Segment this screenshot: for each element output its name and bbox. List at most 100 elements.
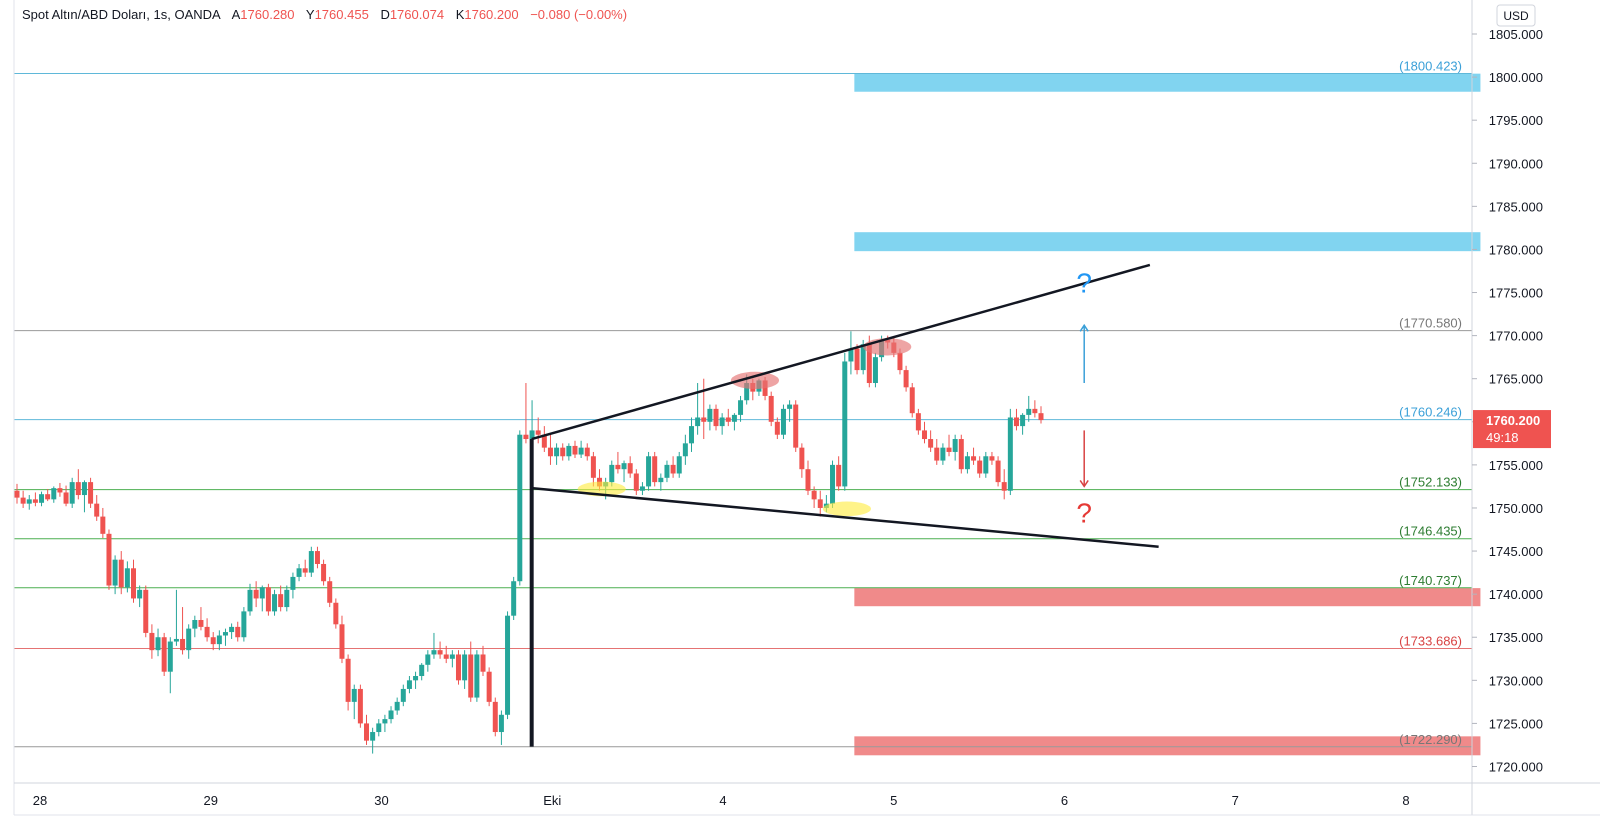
trendline-1: [531, 263, 1151, 441]
candle-83: [517, 430, 523, 586]
candle-body: [406, 680, 412, 689]
candle-103: [639, 482, 645, 496]
candle-body: [1007, 417, 1013, 491]
candle-body: [186, 628, 192, 651]
candle-102: [633, 469, 639, 496]
arrow-red: [1079, 430, 1089, 488]
level-label-8: (1722.290): [1399, 732, 1462, 747]
candle-151: [934, 439, 940, 465]
candle-body: [20, 497, 26, 504]
candle-body: [848, 348, 854, 362]
candle-body: [958, 439, 964, 470]
candle-114: [707, 404, 713, 431]
candle-body: [560, 447, 566, 457]
candle-3: [26, 495, 32, 510]
candle-56: [351, 684, 357, 720]
candle-body: [161, 637, 167, 672]
candle-70: [437, 641, 443, 659]
candle-67: [419, 663, 425, 681]
candle-body: [278, 594, 284, 608]
candle-body: [124, 568, 130, 588]
last-price-value: 1760.200: [1486, 413, 1540, 428]
time-tick-label: 29: [204, 793, 218, 808]
candle-body: [799, 447, 805, 470]
candle-24: [155, 628, 161, 657]
candle-body: [216, 635, 222, 645]
candle-91: [566, 443, 572, 461]
candle-body: [609, 464, 615, 483]
candle-55: [345, 654, 351, 711]
candle-12: [81, 480, 87, 513]
candle-137: [848, 331, 854, 375]
candle-138: [854, 344, 860, 375]
trendline-2: [531, 486, 1159, 548]
candle-body: [511, 581, 517, 616]
candle-37: [235, 621, 241, 642]
candle-30: [192, 615, 198, 638]
candle-157: [971, 447, 977, 465]
price-tick-label: 1750.000: [1489, 501, 1543, 516]
candle-79: [492, 697, 498, 737]
time-tick-label: 7: [1232, 793, 1239, 808]
candle-body: [149, 632, 155, 651]
candle-body: [744, 383, 750, 401]
candle-body: [707, 408, 713, 422]
candle-body: [682, 443, 688, 457]
candle-51: [321, 559, 327, 586]
candle-body: [1001, 482, 1007, 491]
candle-body: [173, 638, 179, 642]
candle-109: [676, 451, 682, 478]
candle-body: [192, 620, 198, 629]
candle-155: [958, 434, 964, 474]
candle-50: [314, 546, 320, 569]
candle-108: [670, 456, 676, 478]
candle-66: [413, 671, 419, 689]
candle-86: [535, 417, 541, 444]
time-tick-label: 4: [719, 793, 726, 808]
currency-box[interactable]: [1496, 4, 1536, 27]
candle-54: [339, 615, 345, 664]
candle-body: [88, 482, 94, 504]
candle-116: [719, 413, 725, 435]
price-tick-label: 1795.000: [1489, 113, 1543, 128]
candle-body: [1038, 413, 1044, 421]
candle-111: [688, 417, 694, 452]
candle-134: [830, 460, 836, 508]
candle-74: [462, 650, 468, 689]
zone-rect-red-4: [854, 736, 1481, 756]
candle-38: [241, 607, 247, 642]
candle-18: [118, 551, 124, 595]
zone-rect-blue-2: [854, 232, 1481, 252]
time-tick-label: Eki: [543, 793, 561, 808]
candle-body: [333, 602, 339, 625]
low-value: 1760.074: [389, 7, 445, 22]
candle-28: [180, 607, 186, 655]
candle-body: [811, 490, 817, 500]
currency-label[interactable]: USD: [1503, 9, 1529, 23]
candle-body: [431, 650, 437, 655]
candle-body: [768, 395, 774, 422]
candle-130: [805, 460, 811, 496]
candle-body: [897, 352, 903, 371]
candle-body: [253, 589, 259, 599]
candle-body: [364, 723, 370, 741]
candle-body: [646, 456, 652, 487]
candle-7: [51, 486, 57, 503]
candle-body: [94, 503, 100, 517]
candle-body: [339, 624, 345, 659]
candle-body: [63, 492, 69, 504]
candle-body: [971, 456, 977, 461]
candle-90: [560, 443, 566, 461]
price-tick-label: 1785.000: [1489, 199, 1543, 214]
candle-body: [229, 626, 235, 633]
candle-78: [486, 667, 492, 707]
candle-29: [186, 624, 192, 659]
time-tick-label: 6: [1061, 793, 1068, 808]
zone-rect-red-3: [854, 588, 1481, 607]
symbol-name[interactable]: Spot Altın/ABD Doları, 1s, OANDA: [22, 7, 221, 22]
candle-128: [793, 400, 799, 452]
candle-75: [468, 641, 474, 702]
candle-body: [327, 581, 333, 603]
